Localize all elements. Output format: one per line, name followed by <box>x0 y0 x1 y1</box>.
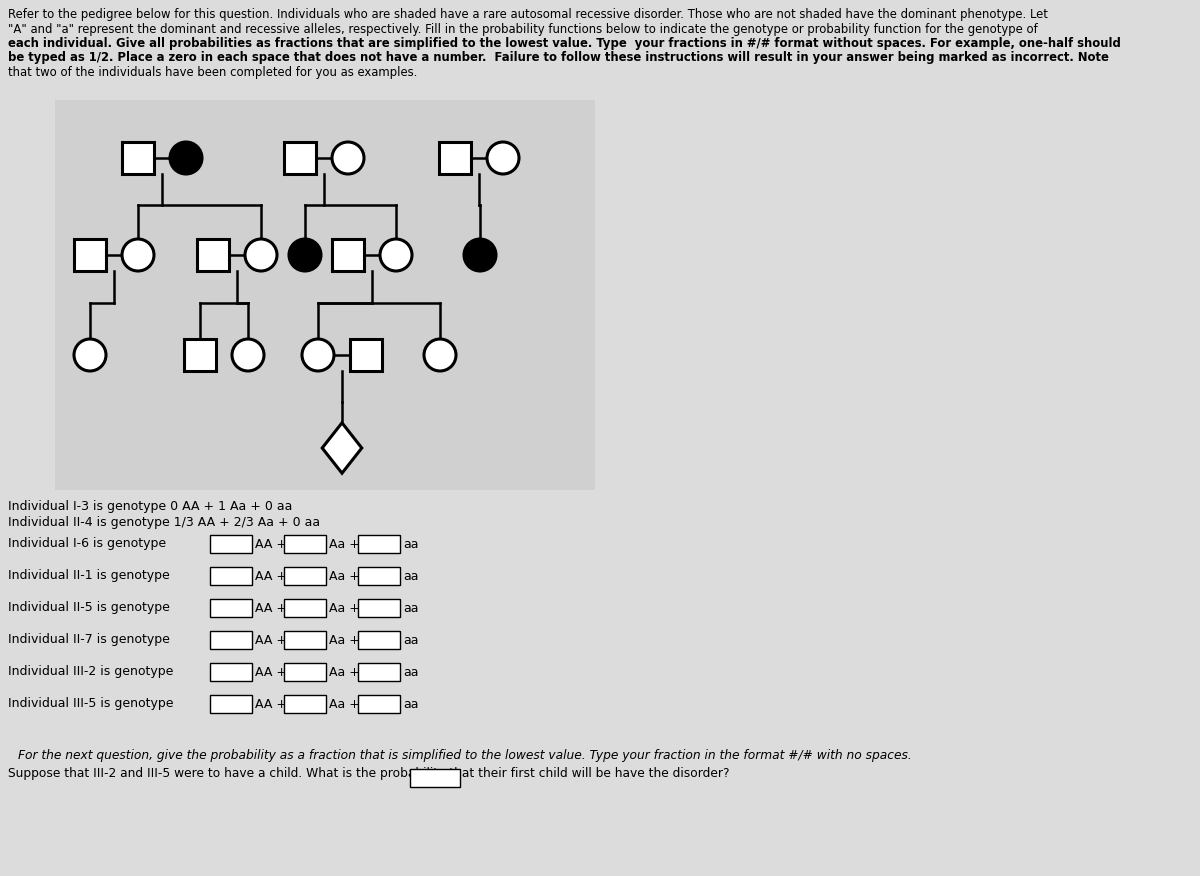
Text: Aa +: Aa + <box>329 697 360 710</box>
Text: aa: aa <box>403 697 419 710</box>
Text: Individual I-3 is genotype 0 AA + 1 Aa + 0 aa: Individual I-3 is genotype 0 AA + 1 Aa +… <box>8 500 293 513</box>
Bar <box>439 142 470 174</box>
Circle shape <box>122 239 154 271</box>
Text: For the next question, give the probability as a fraction that is simplified to : For the next question, give the probabil… <box>18 749 912 762</box>
Text: Aa +: Aa + <box>329 569 360 583</box>
Text: Individual II-5 is genotype: Individual II-5 is genotype <box>8 602 170 614</box>
Text: aa: aa <box>403 602 419 614</box>
Text: Individual III-5 is genotype: Individual III-5 is genotype <box>8 697 174 710</box>
Bar <box>350 339 382 371</box>
Bar <box>74 239 106 271</box>
Bar <box>410 769 460 787</box>
Bar <box>358 535 400 553</box>
Text: Suppose that III-2 and III-5 were to have a child. What is the probability that : Suppose that III-2 and III-5 were to hav… <box>8 767 730 780</box>
Text: be typed as 1/2. Place a zero in each space that does not have a number.  Failur: be typed as 1/2. Place a zero in each sp… <box>8 52 1109 65</box>
Text: AA +: AA + <box>256 633 287 646</box>
Circle shape <box>289 239 322 271</box>
Text: Refer to the pedigree below for this question. Individuals who are shaded have a: Refer to the pedigree below for this que… <box>8 8 1048 21</box>
Text: Aa +: Aa + <box>329 602 360 614</box>
Text: Individual I-6 is genotype: Individual I-6 is genotype <box>8 538 166 550</box>
Text: AA +: AA + <box>256 666 287 679</box>
Text: Aa +: Aa + <box>329 538 360 550</box>
Text: Individual II-7 is genotype: Individual II-7 is genotype <box>8 633 170 646</box>
Text: aa: aa <box>403 666 419 679</box>
Text: AA +: AA + <box>256 697 287 710</box>
Bar <box>210 695 252 713</box>
Circle shape <box>74 339 106 371</box>
Bar <box>284 663 326 681</box>
Text: AA +: AA + <box>256 569 287 583</box>
Text: Individual II-1 is genotype: Individual II-1 is genotype <box>8 569 169 583</box>
Circle shape <box>380 239 412 271</box>
Text: aa: aa <box>403 569 419 583</box>
Bar <box>55 100 595 490</box>
Bar <box>284 631 326 649</box>
Text: Individual II-4 is genotype 1/3 AA + 2/3 Aa + 0 aa: Individual II-4 is genotype 1/3 AA + 2/3… <box>8 516 320 529</box>
Circle shape <box>302 339 334 371</box>
Text: that two of the individuals have been completed for you as examples.: that two of the individuals have been co… <box>8 66 418 79</box>
Bar <box>358 567 400 585</box>
Bar <box>358 599 400 617</box>
Text: Individual III-2 is genotype: Individual III-2 is genotype <box>8 666 173 679</box>
Circle shape <box>170 142 202 174</box>
Circle shape <box>332 142 364 174</box>
Circle shape <box>245 239 277 271</box>
Circle shape <box>232 339 264 371</box>
Circle shape <box>464 239 496 271</box>
Bar <box>210 535 252 553</box>
Bar <box>284 142 316 174</box>
Bar <box>210 567 252 585</box>
Circle shape <box>424 339 456 371</box>
Bar <box>358 663 400 681</box>
Bar <box>210 599 252 617</box>
Bar <box>284 695 326 713</box>
Text: Aa +: Aa + <box>329 666 360 679</box>
Bar <box>184 339 216 371</box>
Text: each individual. Give all probabilities as fractions that are simplified to the : each individual. Give all probabilities … <box>8 37 1121 50</box>
Bar <box>284 535 326 553</box>
Polygon shape <box>322 423 362 473</box>
Bar <box>358 631 400 649</box>
Bar <box>284 567 326 585</box>
Bar <box>284 599 326 617</box>
Bar <box>332 239 364 271</box>
Text: aa: aa <box>403 538 419 550</box>
Text: "A" and "a" represent the dominant and recessive alleles, respectively. Fill in : "A" and "a" represent the dominant and r… <box>8 23 1038 36</box>
Bar <box>197 239 229 271</box>
Text: AA +: AA + <box>256 602 287 614</box>
Bar <box>210 663 252 681</box>
Text: AA +: AA + <box>256 538 287 550</box>
Circle shape <box>487 142 520 174</box>
Bar <box>358 695 400 713</box>
Bar <box>210 631 252 649</box>
Bar <box>122 142 154 174</box>
Text: Aa +: Aa + <box>329 633 360 646</box>
Text: aa: aa <box>403 633 419 646</box>
